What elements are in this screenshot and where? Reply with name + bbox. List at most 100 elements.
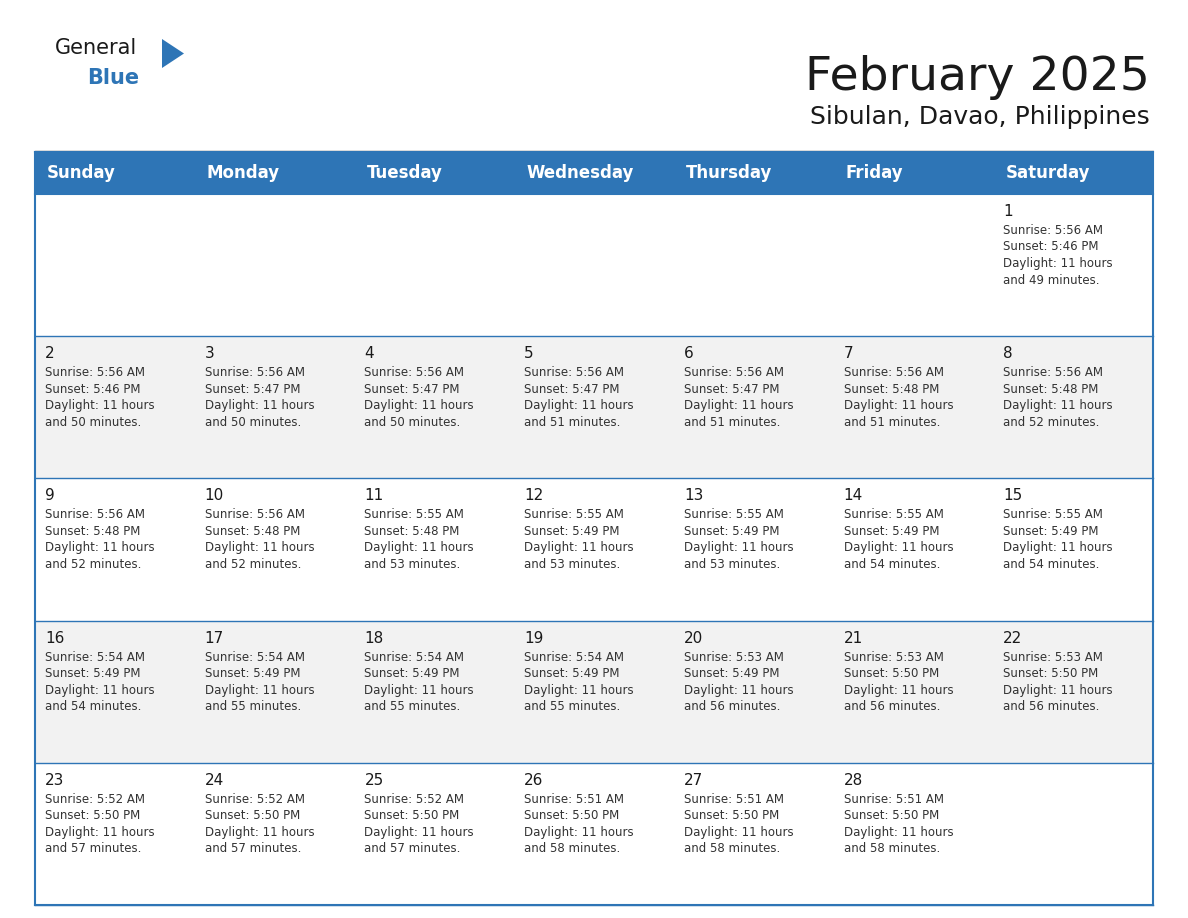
Bar (354, 763, 514, 905)
Text: Sunrise: 5:56 AM
Sunset: 5:47 PM
Daylight: 11 hours
and 51 minutes.: Sunrise: 5:56 AM Sunset: 5:47 PM Dayligh… (524, 366, 633, 429)
Bar (993, 152, 1154, 194)
Text: 3: 3 (204, 346, 215, 361)
Bar (674, 336, 834, 478)
Text: 22: 22 (1004, 631, 1023, 645)
Bar (674, 194, 834, 336)
Bar (674, 152, 834, 194)
Text: General: General (55, 38, 138, 58)
Text: 9: 9 (45, 488, 55, 503)
Bar (514, 152, 674, 194)
Text: Sunrise: 5:56 AM
Sunset: 5:47 PM
Daylight: 11 hours
and 50 minutes.: Sunrise: 5:56 AM Sunset: 5:47 PM Dayligh… (365, 366, 474, 429)
Bar (514, 336, 674, 478)
Text: Sunrise: 5:55 AM
Sunset: 5:48 PM
Daylight: 11 hours
and 53 minutes.: Sunrise: 5:55 AM Sunset: 5:48 PM Dayligh… (365, 509, 474, 571)
Bar (34, 194, 195, 336)
Bar (993, 194, 1154, 336)
Text: Sunrise: 5:56 AM
Sunset: 5:46 PM
Daylight: 11 hours
and 50 minutes.: Sunrise: 5:56 AM Sunset: 5:46 PM Dayligh… (45, 366, 154, 429)
Text: 4: 4 (365, 346, 374, 361)
Text: Sunrise: 5:56 AM
Sunset: 5:46 PM
Daylight: 11 hours
and 49 minutes.: Sunrise: 5:56 AM Sunset: 5:46 PM Dayligh… (1004, 224, 1113, 286)
Bar (674, 763, 834, 905)
Text: Blue: Blue (87, 68, 139, 88)
Bar (834, 478, 993, 621)
Bar (354, 336, 514, 478)
Text: 5: 5 (524, 346, 533, 361)
Text: 19: 19 (524, 631, 544, 645)
Text: Sunrise: 5:56 AM
Sunset: 5:48 PM
Daylight: 11 hours
and 51 minutes.: Sunrise: 5:56 AM Sunset: 5:48 PM Dayligh… (843, 366, 953, 429)
Text: Sunrise: 5:54 AM
Sunset: 5:49 PM
Daylight: 11 hours
and 55 minutes.: Sunrise: 5:54 AM Sunset: 5:49 PM Dayligh… (365, 651, 474, 713)
Text: Sunrise: 5:51 AM
Sunset: 5:50 PM
Daylight: 11 hours
and 58 minutes.: Sunrise: 5:51 AM Sunset: 5:50 PM Dayligh… (684, 793, 794, 856)
Bar (354, 478, 514, 621)
Text: 27: 27 (684, 773, 703, 788)
Text: Sunrise: 5:55 AM
Sunset: 5:49 PM
Daylight: 11 hours
and 54 minutes.: Sunrise: 5:55 AM Sunset: 5:49 PM Dayligh… (1004, 509, 1113, 571)
Bar (195, 194, 354, 336)
Bar (834, 152, 993, 194)
Text: Sunrise: 5:56 AM
Sunset: 5:47 PM
Daylight: 11 hours
and 50 minutes.: Sunrise: 5:56 AM Sunset: 5:47 PM Dayligh… (204, 366, 315, 429)
Bar (195, 336, 354, 478)
Text: 2: 2 (45, 346, 55, 361)
Bar (195, 152, 354, 194)
Bar (514, 763, 674, 905)
Bar (834, 763, 993, 905)
Text: Sunrise: 5:54 AM
Sunset: 5:49 PM
Daylight: 11 hours
and 55 minutes.: Sunrise: 5:54 AM Sunset: 5:49 PM Dayligh… (524, 651, 633, 713)
Bar (34, 763, 195, 905)
Text: 20: 20 (684, 631, 703, 645)
Bar (993, 336, 1154, 478)
Bar (514, 478, 674, 621)
Text: Sunrise: 5:54 AM
Sunset: 5:49 PM
Daylight: 11 hours
and 54 minutes.: Sunrise: 5:54 AM Sunset: 5:49 PM Dayligh… (45, 651, 154, 713)
Bar (34, 621, 195, 763)
Text: Sunrise: 5:52 AM
Sunset: 5:50 PM
Daylight: 11 hours
and 57 minutes.: Sunrise: 5:52 AM Sunset: 5:50 PM Dayligh… (204, 793, 315, 856)
Text: Sunrise: 5:52 AM
Sunset: 5:50 PM
Daylight: 11 hours
and 57 minutes.: Sunrise: 5:52 AM Sunset: 5:50 PM Dayligh… (45, 793, 154, 856)
Text: 23: 23 (45, 773, 64, 788)
Text: 26: 26 (524, 773, 544, 788)
Bar (834, 194, 993, 336)
Bar (195, 763, 354, 905)
Text: Sunrise: 5:54 AM
Sunset: 5:49 PM
Daylight: 11 hours
and 55 minutes.: Sunrise: 5:54 AM Sunset: 5:49 PM Dayligh… (204, 651, 315, 713)
Text: 18: 18 (365, 631, 384, 645)
Bar (34, 478, 195, 621)
Text: Saturday: Saturday (1005, 164, 1089, 182)
Text: 8: 8 (1004, 346, 1013, 361)
Text: 11: 11 (365, 488, 384, 503)
Text: Sunrise: 5:52 AM
Sunset: 5:50 PM
Daylight: 11 hours
and 57 minutes.: Sunrise: 5:52 AM Sunset: 5:50 PM Dayligh… (365, 793, 474, 856)
Text: 7: 7 (843, 346, 853, 361)
Text: Sunrise: 5:56 AM
Sunset: 5:48 PM
Daylight: 11 hours
and 52 minutes.: Sunrise: 5:56 AM Sunset: 5:48 PM Dayligh… (45, 509, 154, 571)
Bar (354, 152, 514, 194)
Text: Sunrise: 5:53 AM
Sunset: 5:50 PM
Daylight: 11 hours
and 56 minutes.: Sunrise: 5:53 AM Sunset: 5:50 PM Dayligh… (1004, 651, 1113, 713)
Text: Thursday: Thursday (685, 164, 772, 182)
Bar (195, 621, 354, 763)
Text: 21: 21 (843, 631, 862, 645)
Text: 1: 1 (1004, 204, 1013, 219)
Text: Friday: Friday (846, 164, 903, 182)
Text: Sunrise: 5:56 AM
Sunset: 5:48 PM
Daylight: 11 hours
and 52 minutes.: Sunrise: 5:56 AM Sunset: 5:48 PM Dayligh… (204, 509, 315, 571)
Text: 15: 15 (1004, 488, 1023, 503)
Bar (195, 478, 354, 621)
Text: 6: 6 (684, 346, 694, 361)
Text: Sunrise: 5:56 AM
Sunset: 5:47 PM
Daylight: 11 hours
and 51 minutes.: Sunrise: 5:56 AM Sunset: 5:47 PM Dayligh… (684, 366, 794, 429)
Bar (34, 152, 195, 194)
Bar (993, 621, 1154, 763)
Bar (514, 194, 674, 336)
Text: Sunrise: 5:55 AM
Sunset: 5:49 PM
Daylight: 11 hours
and 53 minutes.: Sunrise: 5:55 AM Sunset: 5:49 PM Dayligh… (684, 509, 794, 571)
Text: Wednesday: Wednesday (526, 164, 633, 182)
Text: Sunday: Sunday (48, 164, 116, 182)
Text: Sibulan, Davao, Philippines: Sibulan, Davao, Philippines (810, 105, 1150, 129)
Text: Sunrise: 5:53 AM
Sunset: 5:49 PM
Daylight: 11 hours
and 56 minutes.: Sunrise: 5:53 AM Sunset: 5:49 PM Dayligh… (684, 651, 794, 713)
Text: 10: 10 (204, 488, 225, 503)
Text: 12: 12 (524, 488, 543, 503)
Bar (834, 621, 993, 763)
Bar (993, 478, 1154, 621)
Text: Tuesday: Tuesday (366, 164, 442, 182)
Text: Monday: Monday (207, 164, 280, 182)
Text: 24: 24 (204, 773, 225, 788)
Bar (34, 336, 195, 478)
Text: Sunrise: 5:55 AM
Sunset: 5:49 PM
Daylight: 11 hours
and 53 minutes.: Sunrise: 5:55 AM Sunset: 5:49 PM Dayligh… (524, 509, 633, 571)
Bar (354, 621, 514, 763)
Text: Sunrise: 5:51 AM
Sunset: 5:50 PM
Daylight: 11 hours
and 58 minutes.: Sunrise: 5:51 AM Sunset: 5:50 PM Dayligh… (524, 793, 633, 856)
Text: 13: 13 (684, 488, 703, 503)
Bar (674, 478, 834, 621)
Bar (674, 621, 834, 763)
Text: 14: 14 (843, 488, 862, 503)
Text: 16: 16 (45, 631, 64, 645)
Text: Sunrise: 5:56 AM
Sunset: 5:48 PM
Daylight: 11 hours
and 52 minutes.: Sunrise: 5:56 AM Sunset: 5:48 PM Dayligh… (1004, 366, 1113, 429)
Text: 25: 25 (365, 773, 384, 788)
Text: 28: 28 (843, 773, 862, 788)
